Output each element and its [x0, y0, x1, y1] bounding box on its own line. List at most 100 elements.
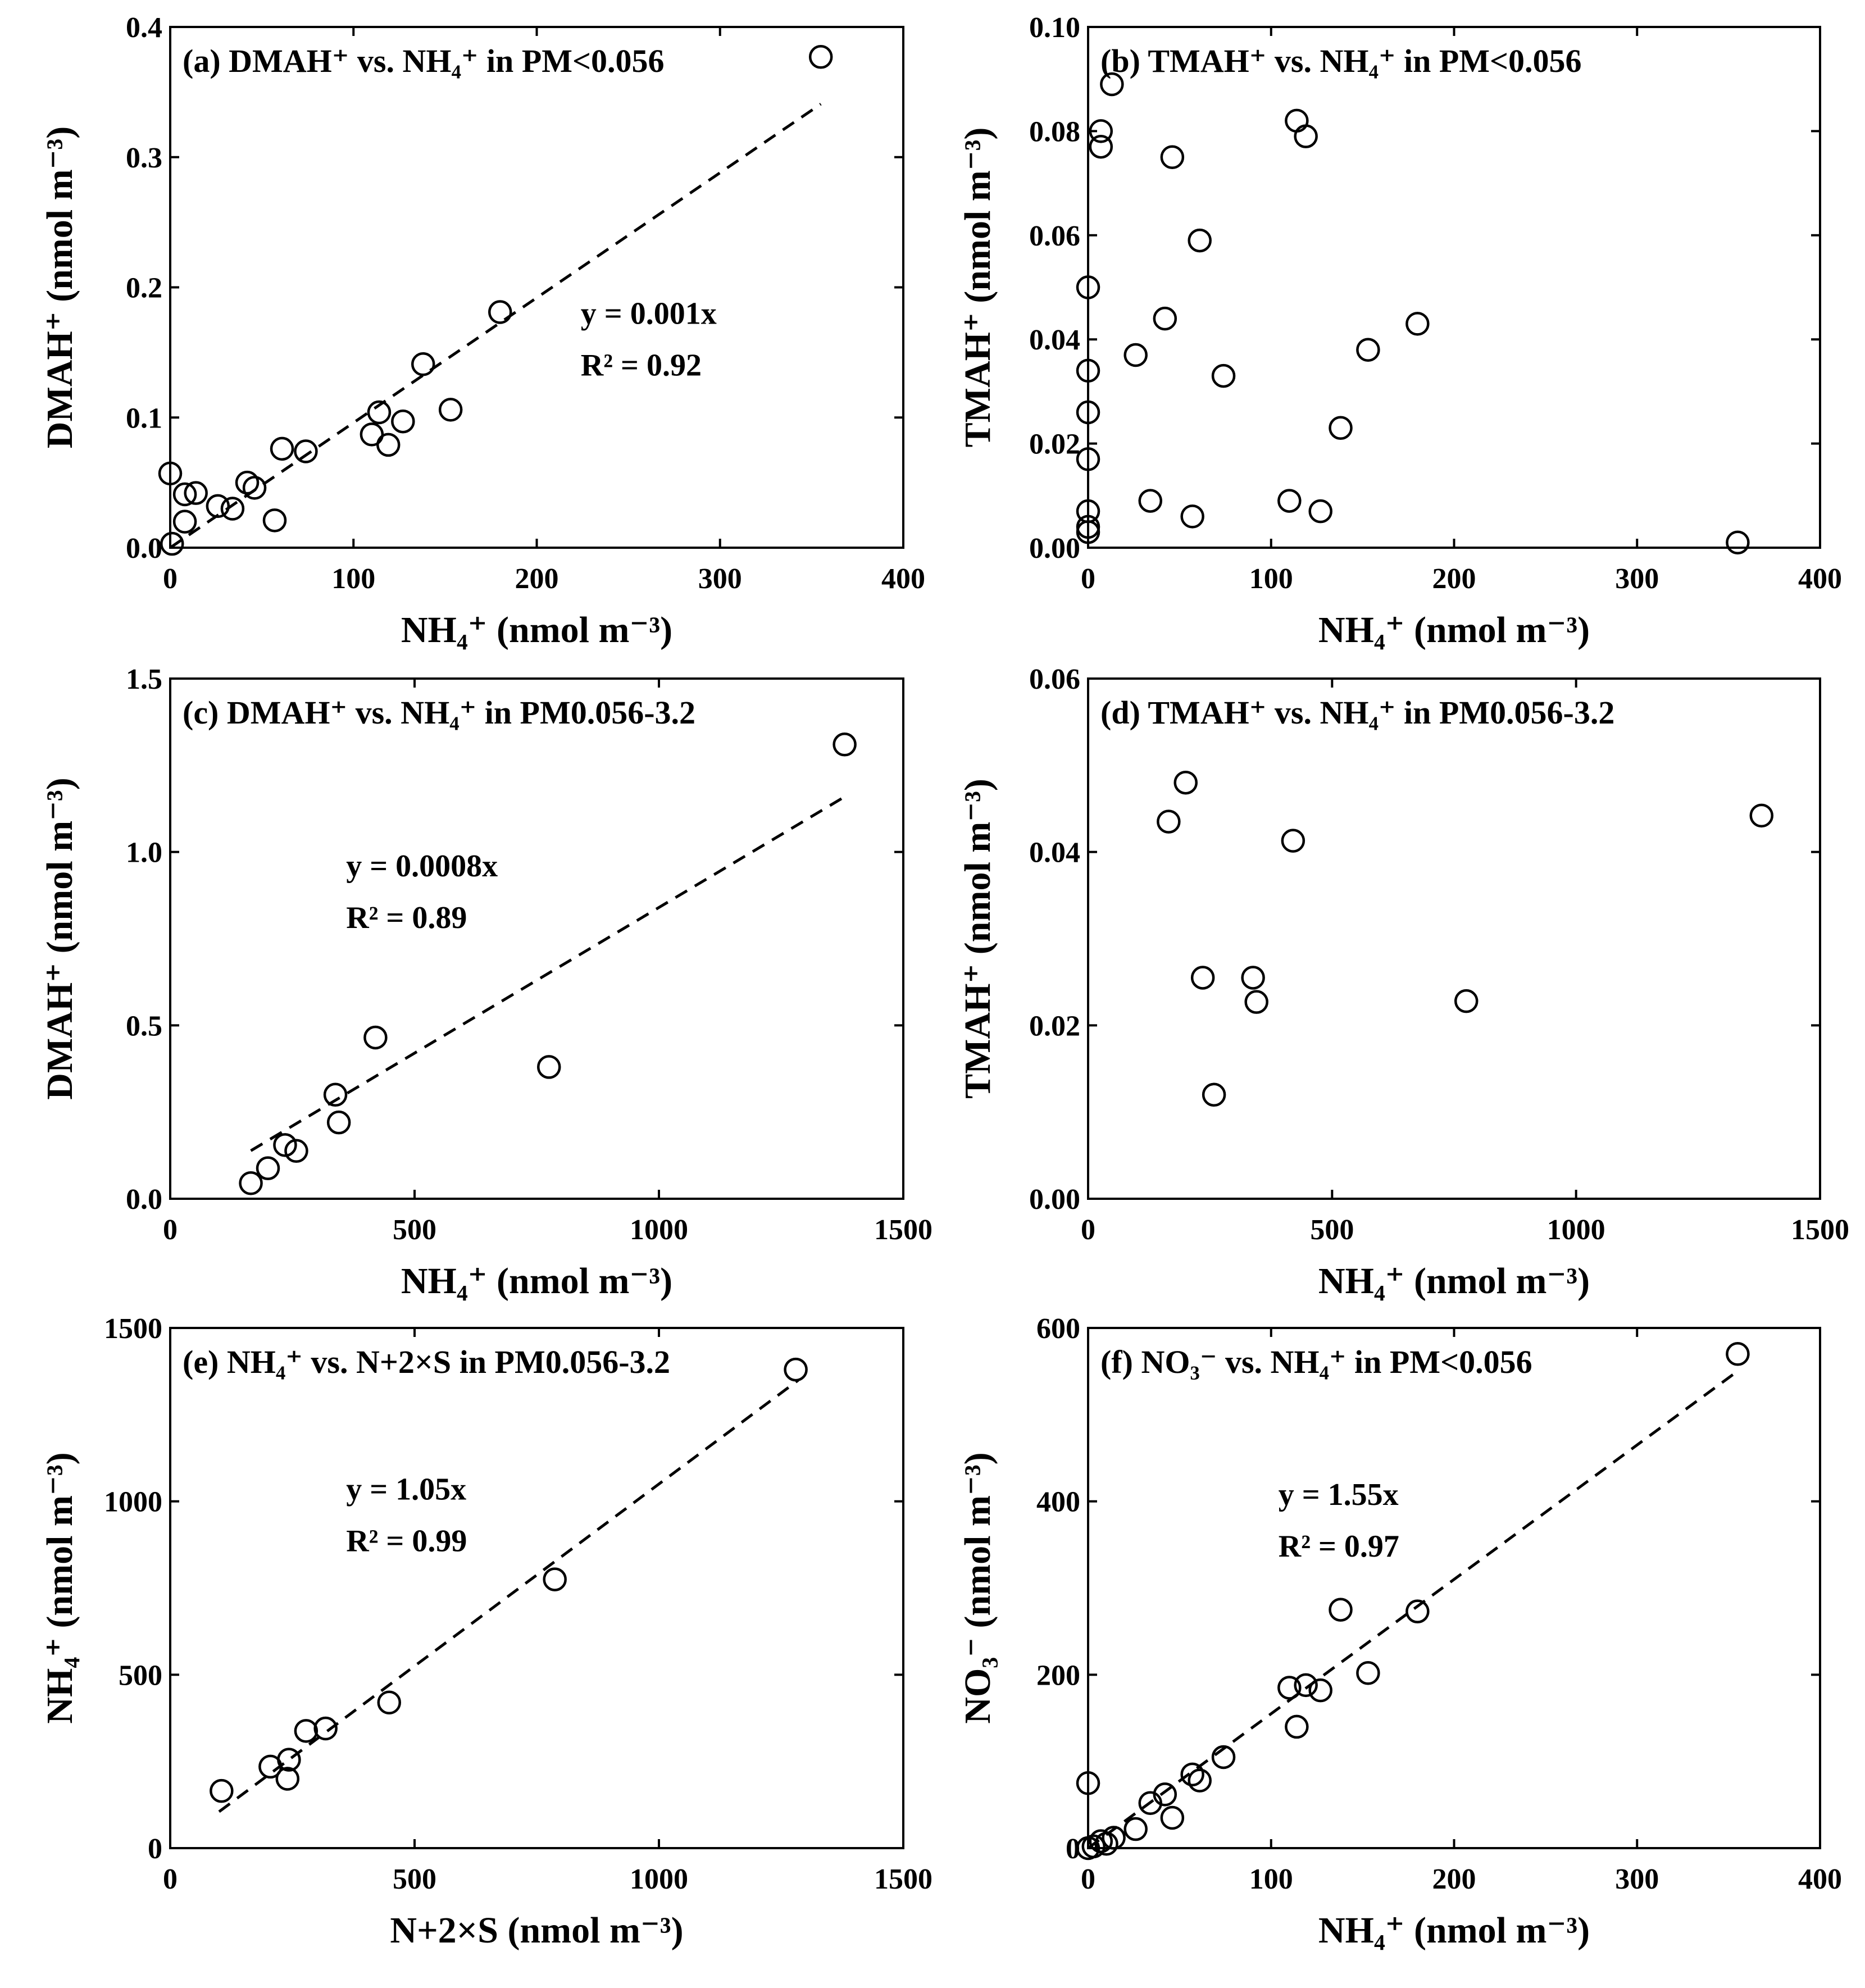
x-axis-label: N+2×S (nmol m⁻³) — [390, 1910, 683, 1951]
x-tick-label: 0 — [1081, 1214, 1095, 1246]
x-tick-label: 400 — [881, 563, 925, 595]
data-point — [1329, 1598, 1353, 1622]
x-tick-label: 1500 — [874, 1863, 932, 1895]
data-point — [1180, 504, 1204, 529]
data-point — [537, 1055, 561, 1079]
y-tick-label: 1000 — [104, 1486, 162, 1518]
x-tick-label: 400 — [1798, 1863, 1842, 1895]
data-point — [1405, 312, 1430, 336]
y-tick-label: 1.5 — [126, 663, 162, 695]
data-point — [160, 531, 184, 556]
data-point — [1123, 343, 1148, 367]
x-tick-label: 0 — [1081, 563, 1095, 595]
x-tick-label: 500 — [393, 1863, 436, 1895]
panel-title: (c) DMAH⁺ vs. NH₄⁺ in PM0.056-3.2 — [183, 694, 695, 731]
y-tick-label: 0.02 — [1029, 1010, 1080, 1042]
panel-title: (b) TMAH⁺ vs. NH₄⁺ in PM<0.056 — [1100, 43, 1582, 79]
panel-c: 0 500 1000 1500 0.0 0.5 1.0 1.5 NH₄⁺ (nmol m⁻³) D… — [39, 663, 932, 1302]
data-point — [1100, 72, 1124, 97]
data-point — [256, 1156, 280, 1180]
regression-line — [250, 795, 845, 1152]
data-point — [1244, 990, 1268, 1014]
data-point — [1294, 1673, 1318, 1698]
data-point — [833, 733, 857, 757]
x-tick-label: 0 — [163, 563, 178, 595]
y-tick-label: 1500 — [104, 1313, 162, 1345]
data-point — [172, 482, 197, 507]
panel-title: (f) NO₃⁻ vs. NH₄⁺ in PM<0.056 — [1100, 1344, 1532, 1380]
data-point — [1180, 1762, 1204, 1787]
data-point — [323, 1082, 348, 1107]
plot-frame — [169, 26, 904, 549]
data-point — [1277, 489, 1302, 513]
data-point — [294, 439, 318, 463]
data-point — [313, 1716, 338, 1741]
data-point — [1294, 124, 1318, 148]
data-point — [438, 398, 463, 422]
data-point — [1329, 416, 1353, 440]
x-tick-label: 300 — [1615, 563, 1659, 595]
data-point — [235, 470, 260, 495]
r-squared-label: R² = 0.89 — [346, 900, 467, 935]
plot-frame — [169, 1327, 904, 1849]
y-tick-label: 0.4 — [126, 12, 162, 44]
y-tick-label: 0.10 — [1029, 12, 1080, 44]
data-point — [784, 1357, 808, 1382]
data-point — [326, 1110, 351, 1135]
x-tick-label: 200 — [1432, 1863, 1476, 1895]
x-tick-label: 1000 — [630, 1214, 688, 1246]
x-tick-label: 1500 — [1791, 1214, 1849, 1246]
data-point — [1089, 134, 1113, 159]
y-tick-label: 0.3 — [126, 142, 162, 174]
regression-line — [1087, 1370, 1739, 1850]
x-tick-label: 1500 — [874, 1214, 932, 1246]
data-point — [1308, 499, 1332, 524]
panel-d: 0 500 1000 1500 0.00 0.02 0.04 0.06 NH₄⁺ (nmol m… — [957, 663, 1849, 1302]
data-point — [1153, 306, 1177, 331]
r-squared-label: R² = 0.97 — [1279, 1529, 1399, 1564]
data-point — [1726, 530, 1750, 554]
data-point — [220, 497, 245, 521]
panel-b: 0 100 200 300 400 0.00 0.02 0.04 0.06 0.08 0.10 NH₄… — [957, 12, 1842, 650]
data-point — [1173, 770, 1198, 795]
y-tick-label: 400 — [1036, 1486, 1080, 1518]
data-point — [1157, 809, 1181, 834]
panel-title: (e) NH₄⁺ vs. N+2×S in PM0.056-3.2 — [183, 1344, 670, 1380]
data-point — [1076, 400, 1100, 425]
data-point — [1123, 1817, 1148, 1841]
r-squared-label: R² = 0.99 — [346, 1524, 467, 1559]
y-tick-label: 0.00 — [1029, 1184, 1080, 1216]
data-point — [1076, 275, 1100, 299]
y-tick-label: 0.08 — [1029, 116, 1080, 148]
x-tick-label: 300 — [1615, 1863, 1659, 1895]
data-point — [1726, 1342, 1750, 1366]
data-point — [363, 1025, 388, 1050]
x-tick-label: 100 — [331, 563, 375, 595]
y-tick-label: 0.0 — [126, 1184, 162, 1216]
regression-line — [169, 103, 822, 549]
y-axis-label: DMAH⁺ (nmol m⁻³) — [39, 126, 80, 448]
data-point — [411, 352, 435, 376]
data-point — [377, 1690, 402, 1714]
y-tick-label: 1.0 — [126, 837, 162, 869]
y-axis-label: NO₃⁻ (nmol m⁻³) — [957, 1452, 998, 1723]
x-axis-label: NH₄⁺ (nmol m⁻³) — [401, 1261, 672, 1302]
data-point — [1211, 1745, 1236, 1769]
data-point — [1102, 1826, 1126, 1850]
data-point — [1285, 1714, 1309, 1739]
x-tick-label: 0 — [163, 1863, 178, 1895]
x-tick-label: 500 — [1310, 1214, 1354, 1246]
data-point — [1190, 966, 1215, 990]
data-point — [1211, 363, 1236, 388]
y-axis-label: DMAH⁺ (nmol m⁻³) — [39, 777, 80, 1099]
y-tick-label: 500 — [119, 1659, 162, 1691]
x-tick-label: 100 — [1249, 563, 1293, 595]
panel-e: 0 500 1000 1500 0 500 1000 1500 N+2×S (nmol m⁻³)… — [39, 1313, 932, 1951]
plot-frame — [1087, 26, 1821, 549]
data-point — [1749, 803, 1774, 828]
data-point — [284, 1139, 308, 1163]
x-tick-label: 100 — [1249, 1863, 1293, 1895]
data-point — [294, 1719, 319, 1743]
